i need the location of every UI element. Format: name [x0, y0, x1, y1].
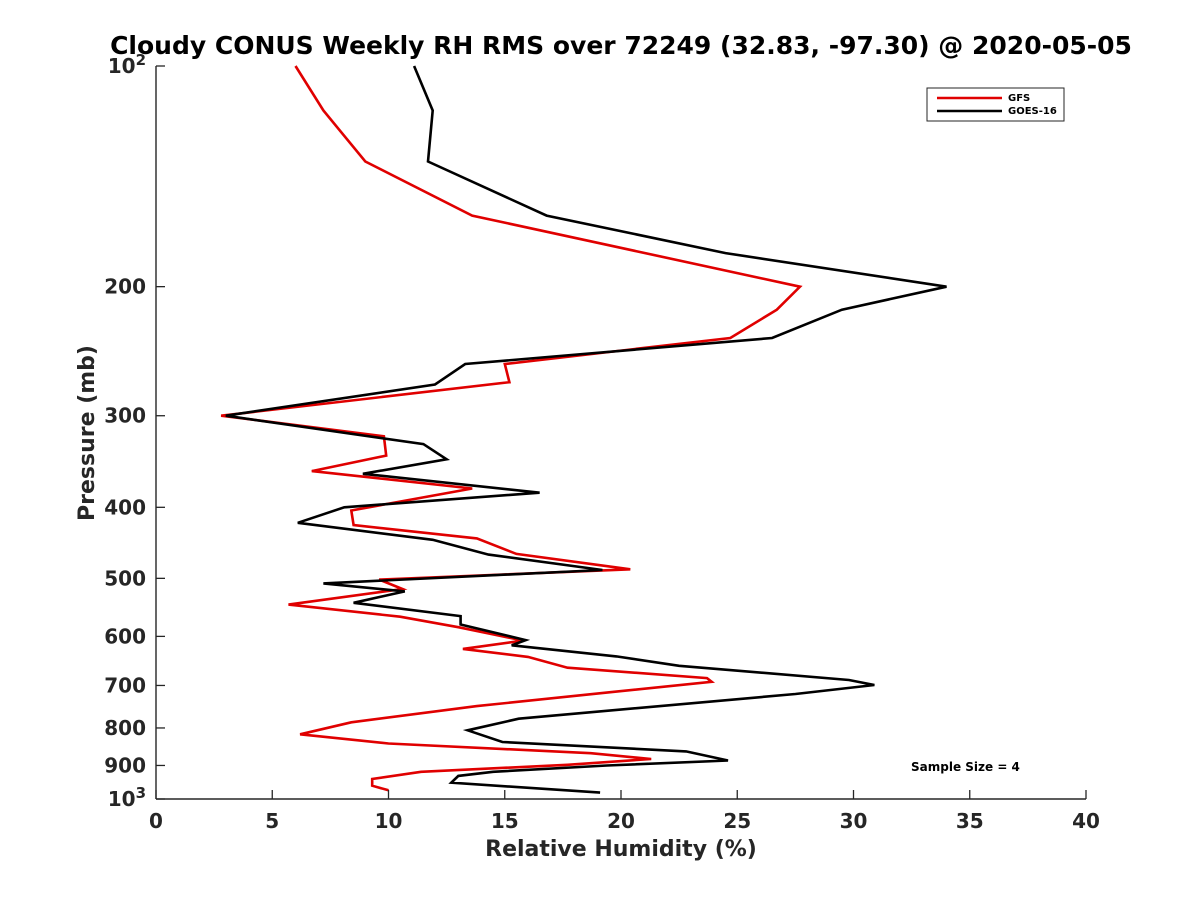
y-axis-ticks: 102 200 300 400 500 600 700 800 900 103 — [104, 51, 165, 811]
x-tick-label: 5 — [265, 809, 279, 833]
y-tick-label: 102 — [108, 51, 146, 78]
y-tick-label: 800 — [104, 716, 146, 740]
y-tick-label: 900 — [104, 753, 146, 777]
series-line-goes16 — [225, 65, 947, 794]
x-axis-label: Relative Humidity (%) — [485, 837, 757, 862]
chart-title: Cloudy CONUS Weekly RH RMS over 72249 (3… — [110, 31, 1132, 60]
y-tick-label: 103 — [108, 784, 146, 811]
y-tick-label: 600 — [104, 624, 146, 648]
x-tick-label: 15 — [491, 809, 519, 833]
y-tick-label: 200 — [104, 275, 146, 299]
x-tick-label: 40 — [1072, 809, 1100, 833]
x-tick-label: 35 — [956, 809, 984, 833]
y-axis-label: Pressure (mb) — [75, 345, 100, 521]
legend-box — [926, 87, 1065, 122]
x-tick-label: 10 — [375, 809, 403, 833]
series-layer — [220, 65, 947, 794]
y-tick-label: 400 — [104, 495, 146, 519]
series-line-gfs — [220, 65, 803, 792]
legend-label-gfs: GFS — [1008, 93, 1030, 104]
x-tick-label: 20 — [607, 809, 635, 833]
x-tick-label: 25 — [723, 809, 751, 833]
x-tick-label: 30 — [840, 809, 868, 833]
legend: GFS GOES-16 — [926, 87, 1065, 122]
plot-area: 0 5 10 15 20 25 30 35 40 102 200 300 400 500 600 700 80… — [104, 51, 1100, 833]
sample-size-annotation: Sample Size = 4 — [911, 760, 1020, 774]
y-tick-label: 500 — [104, 566, 146, 590]
x-tick-label: 0 — [149, 809, 163, 833]
x-axis-ticks: 0 5 10 15 20 25 30 35 40 — [149, 790, 1100, 833]
legend-label-goes16: GOES-16 — [1008, 106, 1057, 117]
y-tick-label: 300 — [104, 404, 146, 428]
y-tick-label: 700 — [104, 673, 146, 697]
